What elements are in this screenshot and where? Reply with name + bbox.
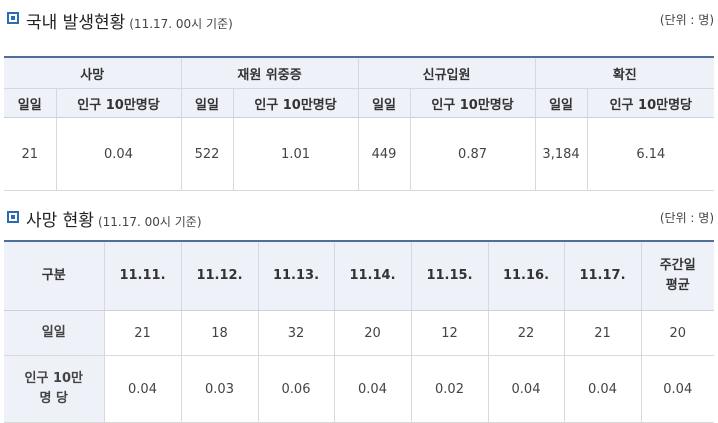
- subheader-per100k: 인구 10만명당: [410, 88, 536, 118]
- table-cell: 0.04: [488, 355, 565, 423]
- header-date: 11.16.: [488, 241, 565, 311]
- domestic-group-header-row: 사망 재원 위중증 신규입원 확진: [4, 57, 715, 89]
- domestic-table: 사망 재원 위중증 신규입원 확진 일일 인구 10만명당 일일 인구 10만명…: [4, 56, 715, 191]
- deaths-section-header: 사망 현황 (11.17. 00시 기준) (단위 : 명): [0, 204, 718, 231]
- deaths-title-text: 사망 현황: [26, 211, 94, 231]
- deaths-subtitle: (11.17. 00시 기준): [97, 215, 202, 229]
- table-cell: 0.04: [104, 355, 182, 423]
- table-cell: 0.04: [334, 355, 412, 423]
- table-cell: 21: [564, 310, 642, 356]
- subheader-daily: 일일: [4, 88, 57, 118]
- subheader-daily: 일일: [535, 88, 588, 118]
- domestic-unit: (단위 : 명): [659, 13, 714, 27]
- deaths-unit: (단위 : 명): [659, 211, 714, 225]
- header-date: 11.15.: [411, 241, 489, 311]
- table-cell: 32: [258, 310, 335, 356]
- table-cell: 0.03: [181, 355, 259, 423]
- table-cell: 0.06: [258, 355, 335, 423]
- group-header-new-admission: 신규입원: [358, 57, 536, 89]
- table-cell: 20: [334, 310, 412, 356]
- new-admission-daily-value: 449: [358, 117, 411, 191]
- row-label-daily: 일일: [4, 310, 105, 356]
- table-cell: 12: [411, 310, 489, 356]
- deaths-table: 구분 11.11. 11.12. 11.13. 11.14. 11.15. 11…: [4, 240, 714, 423]
- confirmed-per100k-value: 6.14: [587, 117, 715, 191]
- domestic-value-row: 21 0.04 522 1.01 449 0.87 3,184 6.14: [4, 117, 715, 191]
- critical-per100k-value: 1.01: [233, 117, 359, 191]
- square-bullet-icon: [7, 12, 19, 24]
- table-cell: 18: [181, 310, 259, 356]
- header-weekly-average: 주간일 평균: [641, 241, 714, 311]
- subheader-per100k: 인구 10만명당: [587, 88, 715, 118]
- critical-daily-value: 522: [181, 117, 234, 191]
- table-cell: 0.02: [411, 355, 489, 423]
- subheader-per100k: 인구 10만명당: [56, 88, 182, 118]
- header-date: 11.17.: [564, 241, 642, 311]
- new-admission-per100k-value: 0.87: [410, 117, 536, 191]
- domestic-subheader-row: 일일 인구 10만명당 일일 인구 10만명당 일일 인구 10만명당 일일 인…: [4, 88, 715, 118]
- deaths-per100k-value: 0.04: [56, 117, 182, 191]
- domestic-subtitle: (11.17. 00시 기준): [129, 17, 233, 31]
- header-date: 11.12.: [181, 241, 259, 311]
- group-header-confirmed: 확진: [535, 57, 715, 89]
- table-cell: 0.04: [564, 355, 642, 423]
- table-cell-average: 0.04: [641, 355, 714, 423]
- row-label-per100k: 인구 10만 명 당: [4, 355, 105, 423]
- subheader-daily: 일일: [181, 88, 234, 118]
- group-header-critical: 재원 위중증: [181, 57, 359, 89]
- table-cell-average: 20: [641, 310, 714, 356]
- table-row: 인구 10만 명 당 0.04 0.03 0.06 0.04 0.02 0.04…: [4, 355, 714, 423]
- subheader-per100k: 인구 10만명당: [233, 88, 359, 118]
- subheader-daily: 일일: [358, 88, 411, 118]
- table-cell: 21: [104, 310, 182, 356]
- header-category: 구분: [4, 241, 105, 311]
- deaths-header-row: 구분 11.11. 11.12. 11.13. 11.14. 11.15. 11…: [4, 241, 714, 311]
- square-bullet-icon: [7, 211, 19, 223]
- header-date: 11.11.: [104, 241, 182, 311]
- header-date: 11.14.: [334, 241, 412, 311]
- header-date: 11.13.: [258, 241, 335, 311]
- table-cell: 22: [488, 310, 565, 356]
- domestic-section-header: 국내 발생현황 (11.17. 00시 기준) (단위 : 명): [0, 6, 718, 33]
- deaths-daily-value: 21: [4, 117, 57, 191]
- table-row: 일일 21 18 32 20 12 22 21 20: [4, 310, 714, 356]
- domestic-title-text: 국내 발생현황: [26, 13, 126, 33]
- confirmed-daily-value: 3,184: [535, 117, 588, 191]
- group-header-deaths: 사망: [4, 57, 182, 89]
- deaths-title: 사망 현황 (11.17. 00시 기준): [26, 206, 202, 231]
- domestic-title: 국내 발생현황 (11.17. 00시 기준): [26, 8, 233, 33]
